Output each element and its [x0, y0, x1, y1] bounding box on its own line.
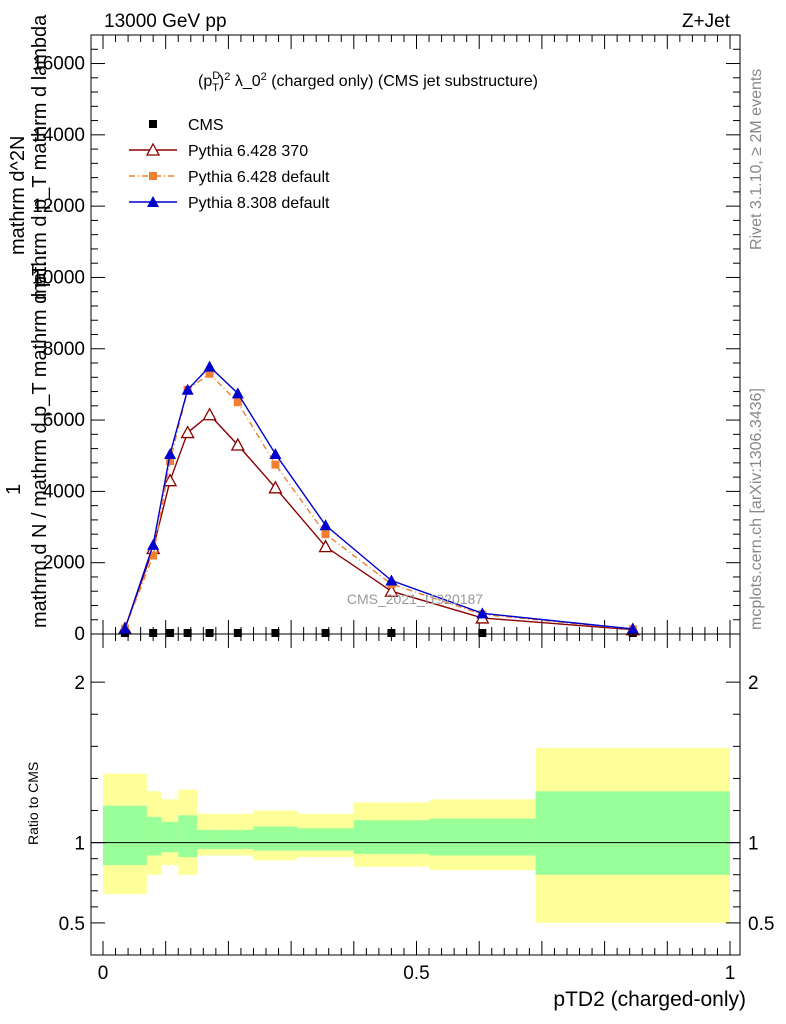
y-label-den: mathrm d N / mathrm d p_T mathrm d pT...: [29, 249, 51, 628]
data-point: [180, 425, 195, 439]
legend-entry: Pythia 6.428 default: [129, 169, 330, 186]
inner-band-bin: [178, 815, 198, 858]
data-point: [268, 480, 283, 494]
ratio-y-tick-label: 0.5: [59, 914, 85, 935]
y-tick-label: 16000: [32, 54, 85, 75]
data-point: [164, 447, 177, 459]
data-point: [149, 172, 157, 180]
ratio-plot-frame: [90, 633, 741, 956]
legend-entry: CMS: [149, 117, 224, 134]
x-tick-label: 0.5: [403, 963, 429, 984]
data-point: [145, 142, 161, 156]
inner-band-bin: [103, 805, 147, 866]
ratio-plot: 0.5 0.5 1 1 2 2 0 0.5 1: [59, 633, 774, 984]
mcplots-label: mcplots.cern.ch [arXiv:1306.3436]: [748, 388, 765, 630]
data-point: [626, 623, 639, 635]
x-tick-label: 0: [98, 963, 109, 984]
inner-band-bin: [297, 828, 354, 851]
y-tick-label: 10000: [32, 267, 85, 288]
ratio-y-tick-label-right: 1: [748, 834, 759, 855]
x-axis-label: pTD2 (charged-only): [553, 988, 746, 1011]
data-point: [231, 387, 244, 399]
data-point: [118, 622, 131, 634]
inner-band-bin: [161, 821, 179, 853]
series-pythia-8-308-default: [118, 360, 639, 635]
data-point: [162, 473, 178, 487]
data-point: [166, 457, 175, 466]
data-point: [205, 369, 214, 378]
data-point: [321, 629, 330, 637]
series-pythia-6-428-370: [117, 407, 640, 636]
data-point: [233, 398, 242, 407]
data-point: [384, 583, 399, 597]
data-point: [385, 574, 398, 586]
y-tick-label: 8000: [43, 339, 85, 360]
data-point: [321, 530, 330, 539]
legend: CMS Pythia 6.428 370 Pythia 6.428 default P…: [129, 117, 330, 212]
data-point: [202, 407, 217, 421]
main-plot-title: (pD T)2 λ_02 (charged only) (CMS jet subs…: [198, 70, 538, 94]
x-tick-label: 1: [725, 963, 736, 984]
rivet-label: Rivet 3.1.10, ≥ 2M events: [748, 69, 765, 250]
inner-band-bin: [146, 816, 162, 856]
legend-label: Pythia 6.428 default: [188, 169, 330, 186]
ratio-y-tick-label-right: 2: [748, 673, 759, 694]
watermark: CMS_2021_I1920187: [347, 591, 483, 607]
legend-label: Pythia 6.428 370: [188, 143, 308, 160]
main-plot: 0 2000 4000 6000 8000 10000 12000 14000 16000: [32, 34, 741, 645]
data-point: [476, 607, 489, 619]
data-point: [269, 447, 282, 459]
y-label-top2: mathrm d p_T mathrm d lambda: [29, 14, 51, 300]
y-label-num: 1: [3, 484, 25, 495]
ratio-y-tick-label: 1: [74, 834, 85, 855]
data-point: [181, 383, 194, 395]
energy-label: 13000 GeV pp: [104, 11, 227, 32]
inner-band-bin: [429, 818, 536, 856]
data-point: [183, 629, 192, 637]
data-point: [149, 120, 157, 128]
data-point: [166, 629, 175, 637]
y-label-top: mathrm d^2N: [7, 136, 29, 255]
data-point: [147, 196, 159, 207]
legend-label: CMS: [188, 117, 224, 134]
ratio-y-label: Ratio to CMS: [25, 762, 41, 845]
data-point: [203, 360, 216, 372]
y-tick-label: 0: [74, 624, 85, 645]
data-point: [147, 538, 160, 550]
series-line: [124, 365, 633, 630]
data-point: [478, 629, 487, 637]
y-tick-label: 14000: [32, 125, 85, 146]
data-point: [318, 539, 333, 553]
legend-entry: Pythia 6.428 370: [129, 142, 308, 160]
y-tick-label: 4000: [43, 481, 85, 502]
data-point: [387, 629, 396, 637]
inner-band-bin: [253, 826, 298, 851]
data-point: [149, 629, 158, 637]
data-point: [271, 629, 280, 637]
ratio-y-tick-label: 2: [74, 673, 85, 694]
inner-band-bin: [197, 829, 223, 850]
data-point: [149, 551, 158, 560]
process-label: Z+Jet: [682, 11, 731, 32]
data-point: [271, 460, 280, 469]
data-point: [233, 629, 242, 637]
data-point: [205, 629, 214, 637]
ratio-y-tick-label-right: 0.5: [748, 914, 774, 935]
main-y-axis-label: mathrm d^2N mathrm d p_T mathrm d lambda…: [3, 14, 51, 628]
y-tick-label: 6000: [43, 410, 85, 431]
data-point: [230, 437, 245, 451]
legend-label: Pythia 8.308 default: [188, 195, 330, 212]
data-point: [319, 519, 332, 531]
legend-entry: Pythia 8.308 default: [129, 195, 330, 212]
inner-band-bin: [535, 791, 730, 875]
y-tick-label: 2000: [43, 553, 85, 574]
inner-band-bin: [353, 820, 430, 854]
y-tick-label: 12000: [32, 196, 85, 217]
inner-band-bin: [222, 829, 254, 850]
